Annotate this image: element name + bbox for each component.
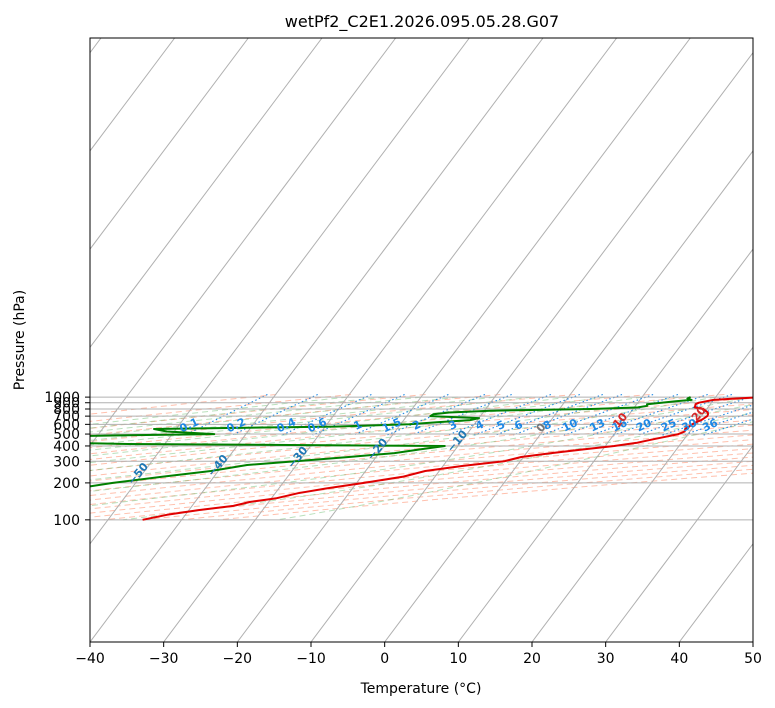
dry-adiabat <box>90 456 753 518</box>
y-tick-label: 800 <box>53 402 80 418</box>
mixing-ratio-line <box>637 395 753 436</box>
isotherm <box>678 542 753 642</box>
temperature-profile <box>142 396 753 521</box>
dry-adiabat <box>90 448 753 510</box>
y-tick-label: 600 <box>53 417 80 433</box>
y-tick-label: 900 <box>53 396 80 412</box>
x-tick-label: 50 <box>744 651 762 667</box>
mixing-ratio-label: 4 <box>473 418 486 433</box>
moist-adiabat <box>90 396 385 429</box>
warm-isotherm-label: 30 <box>767 398 775 418</box>
dry-adiabat <box>90 394 576 443</box>
x-axis-label: Temperature (°C) <box>360 681 482 697</box>
dry-adiabat <box>90 414 753 477</box>
mixing-ratio-line <box>512 393 623 436</box>
moist-adiabat <box>122 412 753 521</box>
isotherm <box>236 38 691 642</box>
mixing-ratio-line <box>312 393 405 436</box>
moist-adiabat <box>90 396 422 433</box>
dry-adiabat <box>90 403 753 466</box>
isotherm <box>163 38 618 642</box>
mixing-ratio-label: 16 <box>610 416 630 434</box>
isotherm <box>752 641 753 642</box>
mixing-ratio-line <box>541 393 654 436</box>
isotherm <box>531 346 753 642</box>
isotherm <box>90 38 249 250</box>
x-tick-label: −40 <box>75 651 105 667</box>
y-tick-label: 300 <box>53 454 80 470</box>
x-tick-label: 20 <box>523 651 541 667</box>
x-tick-label: 40 <box>670 651 688 667</box>
moist-adiabat <box>90 396 679 471</box>
plot-frame <box>89 37 754 643</box>
dry-adiabat <box>90 452 753 514</box>
y-tick-label: 400 <box>53 439 80 455</box>
y-tick-label: 200 <box>53 476 80 492</box>
y-tick-label: 700 <box>53 409 80 425</box>
x-tick-label: 10 <box>449 651 467 667</box>
mixing-ratio-label: 6 <box>512 418 525 433</box>
mixing-ratio-label: 25 <box>659 416 678 434</box>
y-axis-label: Pressure (hPa) <box>12 290 28 390</box>
moist-adiabat <box>90 396 532 446</box>
mixing-ratio-label: 20 <box>634 416 654 434</box>
mixing-ratio-line <box>386 393 486 436</box>
chart-title: wetPf2_C2E1.2026.095.05.28.G07 <box>285 12 559 32</box>
isotherm <box>90 38 397 447</box>
mixing-ratio-label: 30 <box>680 416 700 434</box>
mixing-ratio-line <box>613 393 733 436</box>
moist-adiabat <box>90 403 753 507</box>
mixing-ratio-label: 0.2 <box>225 415 248 435</box>
dry-adiabat <box>90 424 753 487</box>
isotherm <box>457 248 753 642</box>
dewpoint-profile <box>90 396 693 488</box>
isotherm <box>310 51 753 642</box>
dry-adiabat <box>141 464 753 521</box>
mixing-ratio-line <box>495 393 603 436</box>
isotherm <box>90 38 323 349</box>
moist-adiabat <box>90 396 643 464</box>
x-tick-label: −20 <box>223 651 253 667</box>
mixing-ratio-line <box>281 393 372 436</box>
mixing-ratio-label: 36 <box>700 416 720 434</box>
y-tick-label: 500 <box>53 427 80 443</box>
x-tick-label: −30 <box>149 651 179 667</box>
isotherm <box>605 444 753 642</box>
mixing-ratio-label: 0.6 <box>306 415 329 435</box>
moist-adiabat <box>90 396 569 451</box>
isotherm <box>90 38 176 152</box>
background-lines <box>90 38 753 642</box>
y-tick-label: 1000 <box>44 390 80 406</box>
x-tick-label: 30 <box>597 651 615 667</box>
x-tick-label: 0 <box>380 651 389 667</box>
moist-adiabat <box>277 421 753 521</box>
x-axis: −40 −30 −20 −10 0 10 20 30 40 50 <box>75 642 762 667</box>
moist-adiabat <box>90 396 753 492</box>
profile-lines <box>90 396 753 521</box>
moist-adiabat <box>90 396 348 425</box>
isotherm <box>90 38 470 545</box>
mixing-ratio-label: 10 <box>560 416 580 434</box>
isotherm-label: −10 <box>444 427 470 454</box>
isotherm <box>90 38 544 642</box>
mixing-ratio-label: 13 <box>588 416 607 434</box>
y-tick-label: 100 <box>53 513 80 529</box>
x-tick-label: −10 <box>296 651 326 667</box>
dry-adiabat <box>90 443 753 506</box>
dry-adiabat <box>90 397 753 461</box>
moist-adiabat <box>90 396 716 481</box>
dry-adiabat <box>90 434 753 497</box>
isotherm <box>384 150 753 642</box>
mixing-ratio-line <box>231 393 318 436</box>
